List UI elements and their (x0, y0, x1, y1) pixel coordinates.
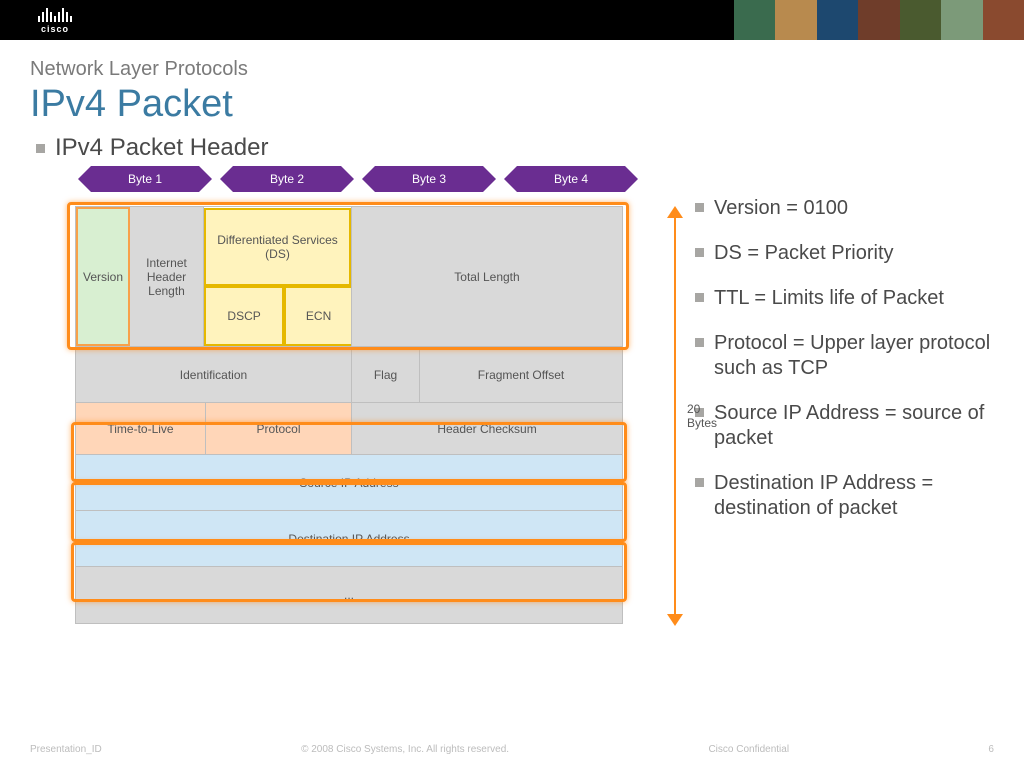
cisco-logo-text: cisco (20, 24, 90, 34)
footer-right: Cisco Confidential (708, 744, 789, 762)
field-ttl: Time-to-Live (76, 403, 206, 454)
subtitle-row: IPv4 Packet Header (36, 134, 994, 162)
slide-subtitle: IPv4 Packet Header (55, 134, 268, 162)
field-dscp: DSCP (204, 286, 284, 346)
bullet-text: Version = 0100 (714, 196, 848, 221)
cisco-logo: cisco (20, 6, 90, 34)
bullet-square-icon (695, 203, 704, 212)
grid-row-6: ... (76, 567, 622, 623)
field-ds-group: Differentiated Services (DS) DSCP ECN (204, 207, 352, 346)
byte-arrow-4: Byte 4 (517, 166, 625, 192)
field-fragment-offset: Fragment Offset (420, 347, 622, 402)
grid-row-4: Source IP Address (76, 455, 622, 511)
slide-body: Network Layer Protocols IPv4 Packet IPv4… (0, 40, 1024, 686)
field-ds: Differentiated Services (DS) (204, 208, 351, 286)
bullet-square-icon (695, 293, 704, 302)
bullet-text: Protocol = Upper layer protocol such as … (714, 331, 994, 381)
slide-title: IPv4 Packet (30, 83, 994, 126)
field-flag: Flag (352, 347, 420, 402)
list-item: Source IP Address = source of packet (695, 401, 994, 451)
list-item: Destination IP Address = destination of … (695, 471, 994, 521)
list-item: TTL = Limits life of Packet (695, 286, 994, 311)
byte-arrow-1: Byte 1 (91, 166, 199, 192)
slide-supertitle: Network Layer Protocols (30, 58, 994, 81)
bullet-text: Destination IP Address = destination of … (714, 471, 994, 521)
footer-left: Presentation_ID (30, 744, 102, 762)
top-bar: cisco (0, 0, 1024, 40)
field-total-length: Total Length (352, 207, 622, 346)
header-grid: Version Internet Header Length Different… (75, 206, 623, 624)
byte-arrow-2: Byte 2 (233, 166, 341, 192)
arrow-line (674, 216, 676, 616)
content-row: Byte 1 Byte 2 Byte 3 Byte 4 Version Inte… (30, 166, 994, 686)
packet-diagram: Byte 1 Byte 2 Byte 3 Byte 4 Version Inte… (55, 166, 665, 686)
bullet-list: Version = 0100 DS = Packet Priority TTL … (695, 166, 994, 686)
bullet-text: TTL = Limits life of Packet (714, 286, 944, 311)
byte-arrow-3: Byte 3 (375, 166, 483, 192)
grid-row-2: Identification Flag Fragment Offset (76, 347, 622, 403)
list-item: Protocol = Upper layer protocol such as … (695, 331, 994, 381)
arrow-down-icon (667, 614, 683, 626)
field-identification: Identification (76, 347, 352, 402)
grid-row-1: Version Internet Header Length Different… (76, 207, 622, 347)
topbar-photo-strip (734, 0, 1024, 40)
list-item: Version = 0100 (695, 196, 994, 221)
bullet-square-icon (36, 144, 45, 153)
bullet-square-icon (695, 248, 704, 257)
field-source-ip: Source IP Address (76, 455, 622, 510)
bullet-text: Source IP Address = source of packet (714, 401, 994, 451)
bullet-text: DS = Packet Priority (714, 241, 894, 266)
field-options: ... (76, 567, 622, 623)
grid-row-5: Destination IP Address (76, 511, 622, 567)
field-destination-ip: Destination IP Address (76, 511, 622, 566)
footer-page-number: 6 (988, 744, 994, 762)
footer-center: © 2008 Cisco Systems, Inc. All rights re… (301, 744, 509, 762)
cisco-logo-bars (20, 6, 90, 22)
field-version: Version (76, 207, 130, 346)
field-ds-sub: DSCP ECN (204, 286, 351, 346)
bullet-square-icon (695, 338, 704, 347)
list-item: DS = Packet Priority (695, 241, 994, 266)
bullet-square-icon (695, 478, 704, 487)
field-protocol: Protocol (206, 403, 352, 454)
height-arrow: 20 Bytes (667, 206, 683, 626)
slide-footer: Presentation_ID © 2008 Cisco Systems, In… (0, 744, 1024, 762)
field-ihl: Internet Header Length (130, 207, 204, 346)
field-ecn: ECN (284, 286, 351, 346)
height-label: 20 Bytes (687, 402, 727, 431)
grid-row-3: Time-to-Live Protocol Header Checksum (76, 403, 622, 455)
field-checksum: Header Checksum (352, 403, 622, 454)
